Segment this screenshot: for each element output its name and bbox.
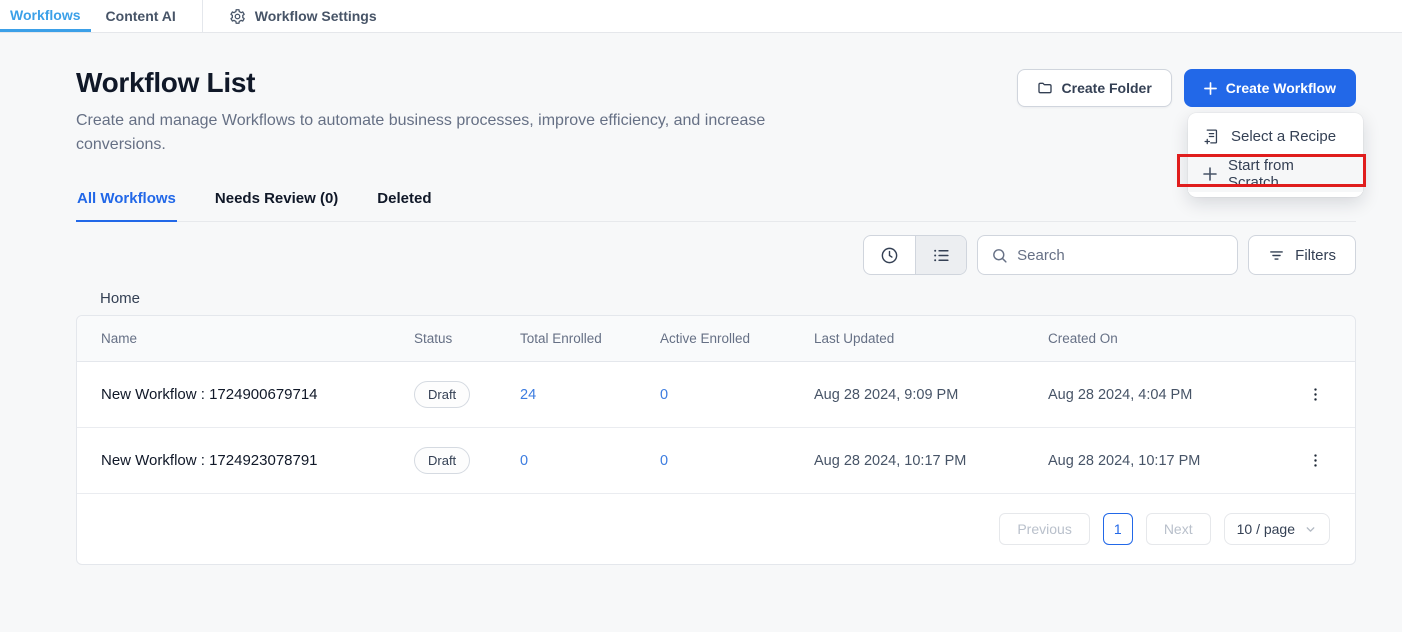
column-header-last-updated: Last Updated <box>814 331 895 346</box>
topnav-workflow-settings[interactable]: Workflow Settings <box>219 0 387 32</box>
previous-page-button[interactable]: Previous <box>999 513 1090 545</box>
topnav-workflows[interactable]: Workflows <box>0 0 91 32</box>
filters-label: Filters <box>1295 246 1336 264</box>
page-number-button[interactable]: 1 <box>1102 513 1133 545</box>
row-actions-menu-button[interactable] <box>1299 445 1331 477</box>
column-header-status: Status <box>414 331 453 346</box>
topnav-content-ai-label: Content AI <box>105 8 176 24</box>
status-cell: Draft <box>414 447 520 474</box>
tab-needs-review-label: Needs Review (0) <box>214 190 339 207</box>
menu-item-start-from-scratch-label: Start from Scratch <box>1228 156 1294 191</box>
active-enrolled-value[interactable]: 0 <box>660 386 669 403</box>
menu-item-select-a-recipe[interactable]: Select a Recipe <box>1188 118 1363 155</box>
recipe-icon <box>1203 128 1220 145</box>
create-workflow-label: Create Workflow <box>1225 80 1336 96</box>
active-enrolled-value[interactable]: 0 <box>660 452 669 469</box>
total-enrolled-value[interactable]: 0 <box>520 452 529 469</box>
search-input[interactable] <box>1017 246 1225 264</box>
list-view-toggle[interactable] <box>915 236 967 274</box>
column-header-active-enrolled: Active Enrolled <box>660 331 751 346</box>
topnav-workflows-label: Workflows <box>10 6 81 23</box>
search-icon <box>991 247 1008 264</box>
workflow-name[interactable]: New Workflow : 1724900679714 <box>101 386 318 403</box>
main-content: Workflow List Create and manage Workflow… <box>76 67 1366 565</box>
table-header-row: Name Status Total Enrolled Active Enroll… <box>77 316 1355 362</box>
total-enrolled-value[interactable]: 24 <box>520 386 537 403</box>
view-toggle <box>863 235 968 275</box>
previous-page-label: Previous <box>1017 521 1072 537</box>
workflow-name[interactable]: New Workflow : 1724923078791 <box>101 452 318 469</box>
column-header-created-on: Created On <box>1048 331 1118 346</box>
last-updated-value: Aug 28 2024, 9:09 PM <box>814 386 959 403</box>
menu-item-start-from-scratch[interactable]: Start from Scratch <box>1188 155 1363 192</box>
kebab-icon <box>1307 452 1324 469</box>
title-block: Workflow List Create and manage Workflow… <box>76 67 821 157</box>
header-actions: Create Folder Create Workflow <box>1016 69 1366 197</box>
last-updated-value: Aug 28 2024, 10:17 PM <box>814 452 967 469</box>
column-header-name: Name <box>101 331 138 346</box>
topbar-divider <box>201 0 203 32</box>
tab-deleted[interactable]: Deleted <box>376 190 432 221</box>
tab-needs-review[interactable]: Needs Review (0) <box>214 190 339 221</box>
status-cell: Draft <box>414 381 520 408</box>
list-icon <box>932 246 951 265</box>
page-header: Workflow List Create and manage Workflow… <box>76 67 1366 197</box>
page-subtitle: Create and manage Workflows to automate … <box>76 112 766 153</box>
page-title: Workflow List <box>76 67 256 98</box>
top-navigation-bar: Workflows Content AI Workflow Settings <box>0 0 1402 33</box>
status-badge: Draft <box>414 381 471 408</box>
plus-icon <box>1203 81 1217 95</box>
chevron-down-icon <box>1304 523 1317 536</box>
page-number-label: 1 <box>1113 521 1122 537</box>
create-folder-button[interactable]: Create Folder <box>1016 69 1172 107</box>
tab-deleted-label: Deleted <box>377 190 432 207</box>
row-actions-menu-button[interactable] <box>1299 379 1331 411</box>
create-workflow-dropdown: Select a Recipe Start from Scratch <box>1177 113 1366 197</box>
created-on-value: Aug 28 2024, 10:17 PM <box>1048 452 1201 469</box>
topnav-content-ai[interactable]: Content AI <box>96 0 186 32</box>
table-row[interactable]: New Workflow : 1724900679714 Draft 24 0 … <box>77 362 1355 428</box>
next-page-button[interactable]: Next <box>1145 513 1211 545</box>
breadcrumb: Home <box>100 290 1356 307</box>
page-size-label: 10 / page <box>1236 521 1295 537</box>
table-footer: Previous 1 Next 10 / page <box>77 494 1355 564</box>
menu-item-select-a-recipe-label: Select a Recipe <box>1231 128 1337 145</box>
status-badge: Draft <box>414 447 471 474</box>
column-header-total-enrolled: Total Enrolled <box>520 331 602 346</box>
kebab-icon <box>1307 386 1324 403</box>
filter-icon <box>1268 247 1285 264</box>
workflow-table: Name Status Total Enrolled Active Enroll… <box>76 315 1356 565</box>
create-folder-label: Create Folder <box>1061 80 1152 96</box>
search-box <box>977 235 1239 275</box>
gear-icon <box>229 8 246 25</box>
workflow-tabs: All Workflows Needs Review (0) Deleted <box>76 190 1356 222</box>
folder-icon <box>1037 80 1053 96</box>
recent-view-toggle[interactable] <box>864 236 915 274</box>
table-row[interactable]: New Workflow : 1724923078791 Draft 0 0 A… <box>77 428 1355 494</box>
tab-all-workflows-label: All Workflows <box>77 190 176 207</box>
clock-icon <box>880 246 899 265</box>
plus-icon <box>1203 166 1217 181</box>
list-toolbar: Filters <box>76 235 1356 275</box>
created-on-value: Aug 28 2024, 4:04 PM <box>1048 386 1193 403</box>
page-size-select[interactable]: 10 / page <box>1223 513 1330 545</box>
next-page-label: Next <box>1163 521 1193 537</box>
topnav-workflow-settings-label: Workflow Settings <box>254 8 377 24</box>
create-workflow-button[interactable]: Create Workflow <box>1183 69 1356 107</box>
breadcrumb-home[interactable]: Home <box>100 290 141 307</box>
tab-all-workflows[interactable]: All Workflows <box>76 190 177 222</box>
filters-button[interactable]: Filters <box>1248 235 1356 275</box>
